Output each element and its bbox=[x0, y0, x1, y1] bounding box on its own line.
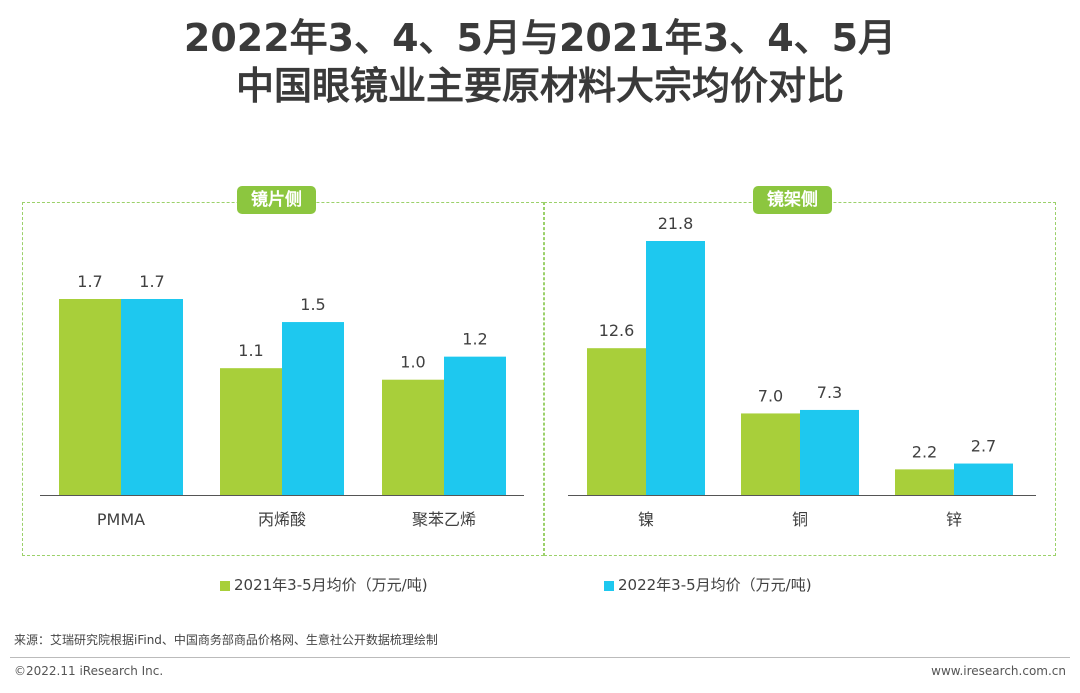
bar-1-1-0 bbox=[741, 413, 800, 495]
data-label-0-1-0: 1.1 bbox=[238, 341, 263, 360]
lens-side-badge: 镜片侧 bbox=[237, 186, 316, 214]
data-label-0-1-1: 1.5 bbox=[300, 295, 325, 314]
data-label-0-0-1: 1.7 bbox=[139, 272, 164, 291]
bar-0-2-1 bbox=[444, 356, 506, 495]
frame-side-badge: 镜架侧 bbox=[753, 186, 832, 214]
bar-1-2-0 bbox=[895, 469, 954, 495]
bar-1-0-1 bbox=[646, 241, 705, 495]
category-label-0-2: 聚苯乙烯 bbox=[412, 510, 476, 529]
bar-0-0-0 bbox=[59, 299, 121, 495]
category-label-1-0: 镍 bbox=[638, 510, 654, 529]
data-label-0-2-1: 1.2 bbox=[462, 330, 487, 349]
footer-divider bbox=[10, 657, 1070, 658]
data-label-1-2-0: 2.2 bbox=[912, 442, 937, 461]
data-label-1-1-1: 7.3 bbox=[817, 383, 842, 402]
legend-item-2021: 2021年3-5月均价（万元/吨) bbox=[220, 574, 428, 595]
page-title-line2: 中国眼镜业主要原材料大宗均价对比 bbox=[235, 64, 844, 108]
legend-item-2022: 2022年3-5月均价（万元/吨) bbox=[604, 574, 812, 595]
copyright: ©2022.11 iResearch Inc. bbox=[14, 664, 164, 678]
legend-swatch-2021 bbox=[220, 580, 230, 591]
bar-0-1-0 bbox=[220, 368, 282, 495]
legend-label-2021: 2021年3-5月均价（万元/吨) bbox=[234, 576, 428, 594]
legend-swatch-2022 bbox=[604, 580, 614, 591]
bar-1-1-1 bbox=[800, 409, 859, 495]
data-label-1-0-1: 21.8 bbox=[658, 214, 694, 233]
data-label-0-2-0: 1.0 bbox=[400, 353, 425, 372]
data-label-1-1-0: 7.0 bbox=[758, 386, 783, 405]
category-label-1-2: 锌 bbox=[946, 510, 962, 529]
bar-0-0-1 bbox=[121, 299, 183, 495]
legend-label-2022: 2022年3-5月均价（万元/吨) bbox=[618, 576, 812, 594]
source-note: 来源：艾瑞研究院根据iFind、中国商务部商品价格网、生意社公开数据梳理绘制 bbox=[14, 633, 438, 647]
category-label-0-1: 丙烯酸 bbox=[258, 510, 306, 529]
data-label-0-0-0: 1.7 bbox=[77, 272, 102, 291]
data-label-1-0-0: 12.6 bbox=[599, 321, 635, 340]
bar-1-2-1 bbox=[954, 463, 1013, 495]
data-label-1-2-1: 2.7 bbox=[971, 437, 996, 456]
page-title-line1: 2022年3、4、5月与2021年3、4、5月 bbox=[183, 16, 897, 60]
category-label-1-1: 铜 bbox=[792, 510, 808, 529]
bar-0-1-1 bbox=[282, 322, 344, 495]
bar-0-2-0 bbox=[382, 379, 444, 495]
bar-1-0-0 bbox=[587, 348, 646, 495]
website: www.iresearch.com.cn bbox=[931, 664, 1066, 678]
category-label-0-0: PMMA bbox=[97, 510, 145, 529]
